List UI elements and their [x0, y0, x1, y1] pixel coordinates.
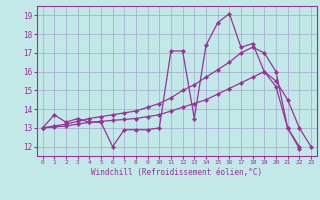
X-axis label: Windchill (Refroidissement éolien,°C): Windchill (Refroidissement éolien,°C): [91, 168, 262, 177]
